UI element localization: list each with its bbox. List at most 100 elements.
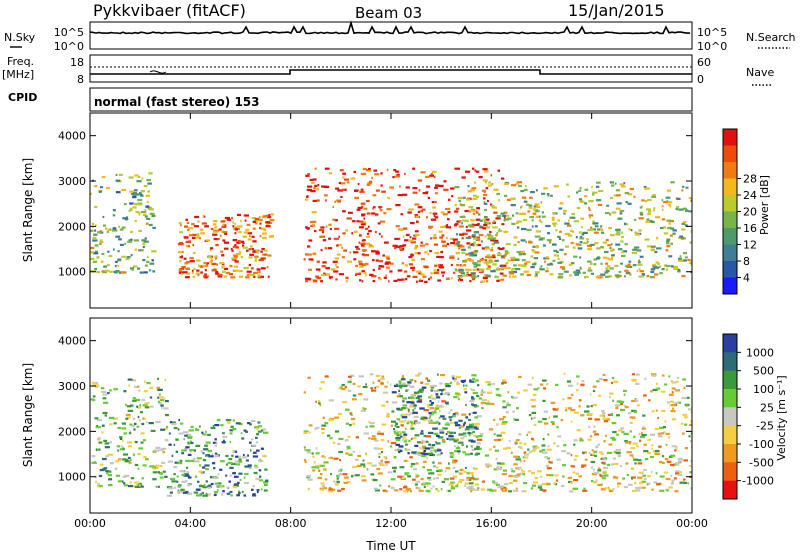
velocity-cell (320, 488, 325, 491)
power-cell (472, 268, 477, 271)
velocity-cell (395, 443, 401, 446)
power-cell (472, 167, 475, 170)
power-cell (608, 275, 613, 278)
power-cell (214, 226, 218, 229)
velocity-cell (563, 444, 567, 447)
power-cell (309, 178, 314, 181)
power-cell (267, 216, 272, 219)
power-cell (244, 214, 249, 217)
power-cell (209, 249, 212, 252)
power-cell (306, 227, 310, 230)
velocity-cell (414, 420, 418, 423)
power-cell (183, 236, 189, 239)
velocity-cell (176, 475, 179, 478)
velocity-cell (338, 412, 342, 415)
velocity-cell (419, 388, 425, 391)
velocity-cell (671, 404, 677, 407)
power-cell (602, 241, 608, 244)
power-x-ticks (89, 113, 693, 308)
velocity-cell (380, 463, 385, 467)
velocity-cell (542, 489, 547, 492)
velocity-cell (112, 417, 118, 420)
velocity-cell (515, 487, 518, 490)
power-cell (582, 231, 588, 234)
power-cell (361, 221, 367, 224)
power-cell (179, 256, 184, 259)
velocity-cell (671, 480, 674, 483)
velocity-cell (456, 450, 461, 453)
power-colorbar-swatch-6 (723, 228, 737, 245)
velocity-cell (592, 385, 597, 388)
velocity-cell (220, 424, 224, 427)
velocity-cell (249, 441, 252, 444)
velocity-cell (314, 427, 317, 430)
power-cell (661, 208, 664, 211)
velocity-cell (468, 424, 472, 427)
power-ytick-label-0: 1000 (58, 266, 86, 279)
velocity-cell (643, 443, 647, 446)
velocity-cell (410, 394, 415, 397)
velocity-cell (491, 382, 495, 386)
power-cell (399, 185, 401, 188)
velocity-cell (371, 464, 377, 467)
power-cell (501, 177, 505, 180)
power-cell (539, 268, 545, 271)
power-cell (223, 247, 229, 250)
power-cell (483, 274, 486, 278)
power-cell (484, 208, 487, 212)
power-cell (611, 254, 615, 257)
power-cell (133, 193, 138, 196)
velocity-cell (207, 486, 211, 489)
power-cell (345, 229, 348, 232)
power-cell (493, 211, 498, 214)
power-cell (489, 260, 494, 263)
velocity-cell (635, 489, 641, 492)
power-cell (381, 190, 386, 193)
velocity-cell (689, 423, 692, 426)
velocity-cell (185, 459, 190, 462)
velocity-cell (127, 445, 132, 448)
power-cell (477, 263, 481, 266)
power-cell (675, 207, 678, 211)
power-cell (605, 267, 609, 270)
velocity-cell (634, 398, 637, 401)
power-cell (503, 182, 509, 185)
velocity-cell (469, 379, 472, 382)
velocity-cell (401, 376, 405, 379)
velocity-cell (213, 493, 217, 497)
power-cell (638, 268, 641, 271)
power-cell (570, 229, 573, 232)
velocity-cell (163, 407, 169, 410)
power-cell (253, 275, 256, 278)
power-cell (134, 220, 137, 223)
velocity-cell (229, 466, 234, 469)
velocity-cell (550, 421, 555, 424)
power-cell (113, 270, 116, 273)
velocity-cell (214, 482, 219, 485)
power-cell (589, 243, 595, 246)
power-cell (381, 265, 385, 268)
velocity-cell (149, 405, 154, 408)
velocity-cell (515, 458, 521, 461)
velocity-cell (471, 448, 476, 451)
power-cell (266, 223, 269, 226)
power-cell (587, 228, 593, 232)
power-cell (135, 210, 140, 214)
velocity-cell (578, 475, 582, 478)
velocity-cell (578, 399, 582, 402)
power-cell (396, 173, 400, 176)
power-cell (527, 210, 531, 213)
velocity-cell (452, 413, 456, 416)
velocity-cell (156, 466, 159, 469)
power-cell (678, 257, 682, 260)
velocity-cell (425, 440, 429, 443)
velocity-cell (466, 425, 472, 429)
velocity-cell (146, 382, 151, 385)
velocity-cell (616, 433, 619, 436)
velocity-cell (252, 485, 255, 488)
noise-right-tick-low: 10^0 (697, 40, 727, 53)
velocity-cell (420, 452, 426, 455)
velocity-cell (476, 445, 480, 448)
velocity-cell (164, 475, 168, 478)
velocity-cell (561, 484, 565, 488)
